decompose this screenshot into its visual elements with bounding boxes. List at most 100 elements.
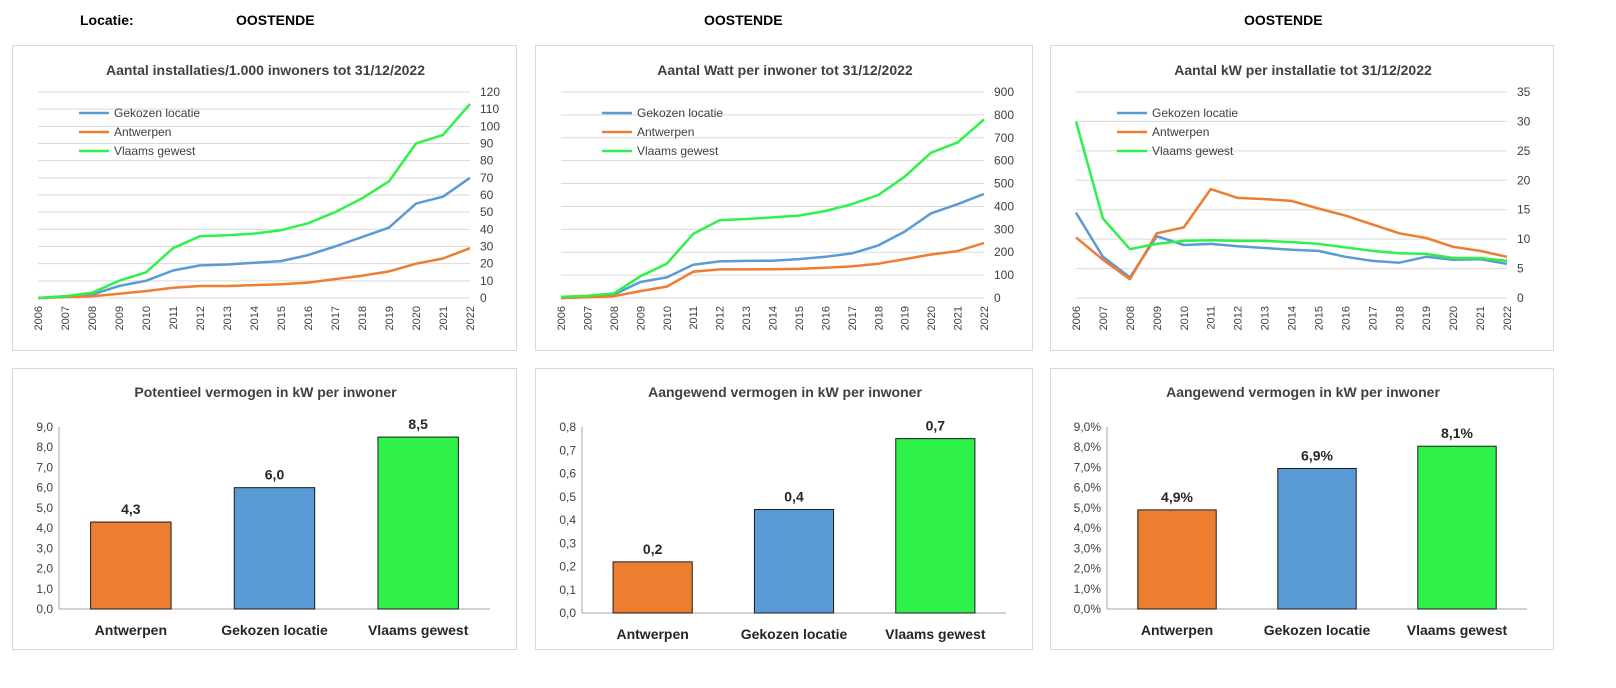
location-name-3: OOSTENDE [1244,12,1323,28]
y-tick-label: 0,3 [559,536,576,550]
category-label: Vlaams gewest [368,622,469,638]
y-tick-label: 7,0 [36,460,53,474]
x-tick-label: 2009 [1152,306,1164,330]
y-tick-label: 90 [480,137,494,151]
y-tick-label: 0,7 [559,443,576,457]
location-label: Locatie: [80,12,134,28]
y-tick-label: 5,0 [36,501,53,515]
y-tick-label: 8,0 [36,440,53,454]
x-tick-label: 2010 [662,306,674,330]
y-tick-label: 70 [480,171,494,185]
bar [377,436,459,610]
legend-label: Antwerpen [114,125,171,139]
chart-watt: Aantal Watt per inwoner tot 31/12/2022 0 1… [556,62,1014,330]
y-tick-label: 300 [994,222,1014,236]
x-tick-label: 2021 [1475,306,1487,330]
y-tick-label: 0,2 [559,560,576,574]
y-tick-label: 0,0% [1074,602,1102,616]
x-tick-label: 2022 [465,306,477,330]
y-tick-label: 0,6 [559,467,576,481]
x-tick-label: 2007 [1098,306,1110,330]
y-tick-label: 2,0 [36,562,53,576]
chart-aangewend-pct: Aangewend vermogen in kW per inwoner 0,0%… [1074,384,1527,638]
x-tick-label: 2020 [1448,306,1460,330]
y-tick-label: 30 [1517,114,1531,128]
y-tick-label: 0,8 [559,420,576,434]
chart-title: Aangewend vermogen in kW per inwoner [648,384,922,400]
y-tick-label: 7,0% [1074,460,1102,474]
x-tick-label: 2017 [1367,306,1379,330]
y-tick-label: 800 [994,108,1014,122]
data-label: 0,7 [926,418,946,434]
y-tick-label: 15 [1517,203,1531,217]
x-tick-label: 2017 [330,306,342,330]
x-tick-label: 2018 [1394,306,1406,330]
y-tick-label: 900 [994,85,1014,99]
series-line [1074,121,1508,263]
y-tick-label: 8,0% [1074,440,1102,454]
chart-panel-kw-installatie: Aantal kW per installatie tot 31/12/2022… [1050,45,1554,351]
x-tick-label: 2018 [873,306,885,330]
legend-label: Gekozen locatie [114,106,200,120]
x-tick-label: 2009 [114,306,126,330]
chart-panel-potentieel: Potentieel vermogen in kW per inwoner 0,0… [12,368,517,650]
chart-panel-aangewend: Aangewend vermogen in kW per inwoner 0,0 0… [535,368,1033,650]
bar [895,438,976,614]
data-label: 6,9% [1301,447,1333,463]
series-line [37,103,471,300]
y-tick-label: 1,0% [1074,582,1102,596]
data-label: 4,9% [1161,489,1193,505]
x-tick-label: 2009 [635,306,647,330]
series-line [560,241,985,300]
x-tick-label: 2010 [1179,306,1191,330]
y-tick-label: 100 [480,119,500,133]
x-tick-label: 2010 [141,306,153,330]
y-tick-label: 4,0% [1074,521,1102,535]
y-tick-label: 4,0 [36,521,53,535]
chart-aangewend: Aangewend vermogen in kW per inwoner 0,0 0… [559,384,1006,642]
y-tick-label: 3,0% [1074,541,1102,555]
category-label: Antwerpen [95,622,167,638]
y-tick-label: 80 [480,154,494,168]
chart-panel-aangewend-pct: Aangewend vermogen in kW per inwoner 0,0%… [1050,368,1554,650]
chart-potentieel: Potentieel vermogen in kW per inwoner 0,0… [36,384,490,638]
x-tick-label: 2012 [1233,306,1245,330]
data-label: 8,5 [408,416,428,432]
legend-label: Gekozen locatie [1152,106,1238,120]
y-tick-label: 10 [480,274,494,288]
x-tick-label: 2016 [303,306,315,330]
y-tick-label: 20 [1517,173,1531,187]
y-tick-label: 9,0 [36,420,53,434]
x-tick-label: 2018 [357,306,369,330]
y-tick-label: 5 [1517,262,1524,276]
y-tick-label: 5,0% [1074,501,1102,515]
x-tick-label: 2016 [820,306,832,330]
y-tick-label: 6,0 [36,481,53,495]
y-tick-label: 110 [480,102,499,116]
y-tick-label: 400 [994,199,1014,213]
y-tick-label: 9,0% [1074,420,1102,434]
data-label: 8,1% [1441,425,1473,441]
chart-title: Aantal Watt per inwoner tot 31/12/2022 [657,62,913,78]
y-tick-label: 0,4 [559,513,576,527]
data-label: 0,2 [643,541,663,557]
x-tick-label: 2015 [1313,306,1325,330]
y-tick-label: 2,0% [1074,562,1102,576]
y-tick-label: 50 [480,205,494,219]
bar [612,561,693,614]
y-tick-label: 60 [480,188,494,202]
y-tick-label: 600 [994,154,1014,168]
series-line [37,176,471,300]
series-line [1075,187,1508,281]
x-tick-label: 2020 [411,306,423,330]
y-tick-label: 20 [480,257,494,271]
bar [753,509,835,614]
x-tick-label: 2019 [1421,306,1433,330]
x-tick-label: 2021 [953,306,965,330]
bar [1137,509,1217,610]
x-tick-label: 2007 [582,306,594,330]
category-label: Gekozen locatie [1264,622,1371,638]
x-tick-label: 2013 [741,306,753,330]
x-tick-label: 2008 [1125,306,1137,330]
chart-title: Aantal installaties/1.000 inwoners tot 3… [106,62,425,78]
